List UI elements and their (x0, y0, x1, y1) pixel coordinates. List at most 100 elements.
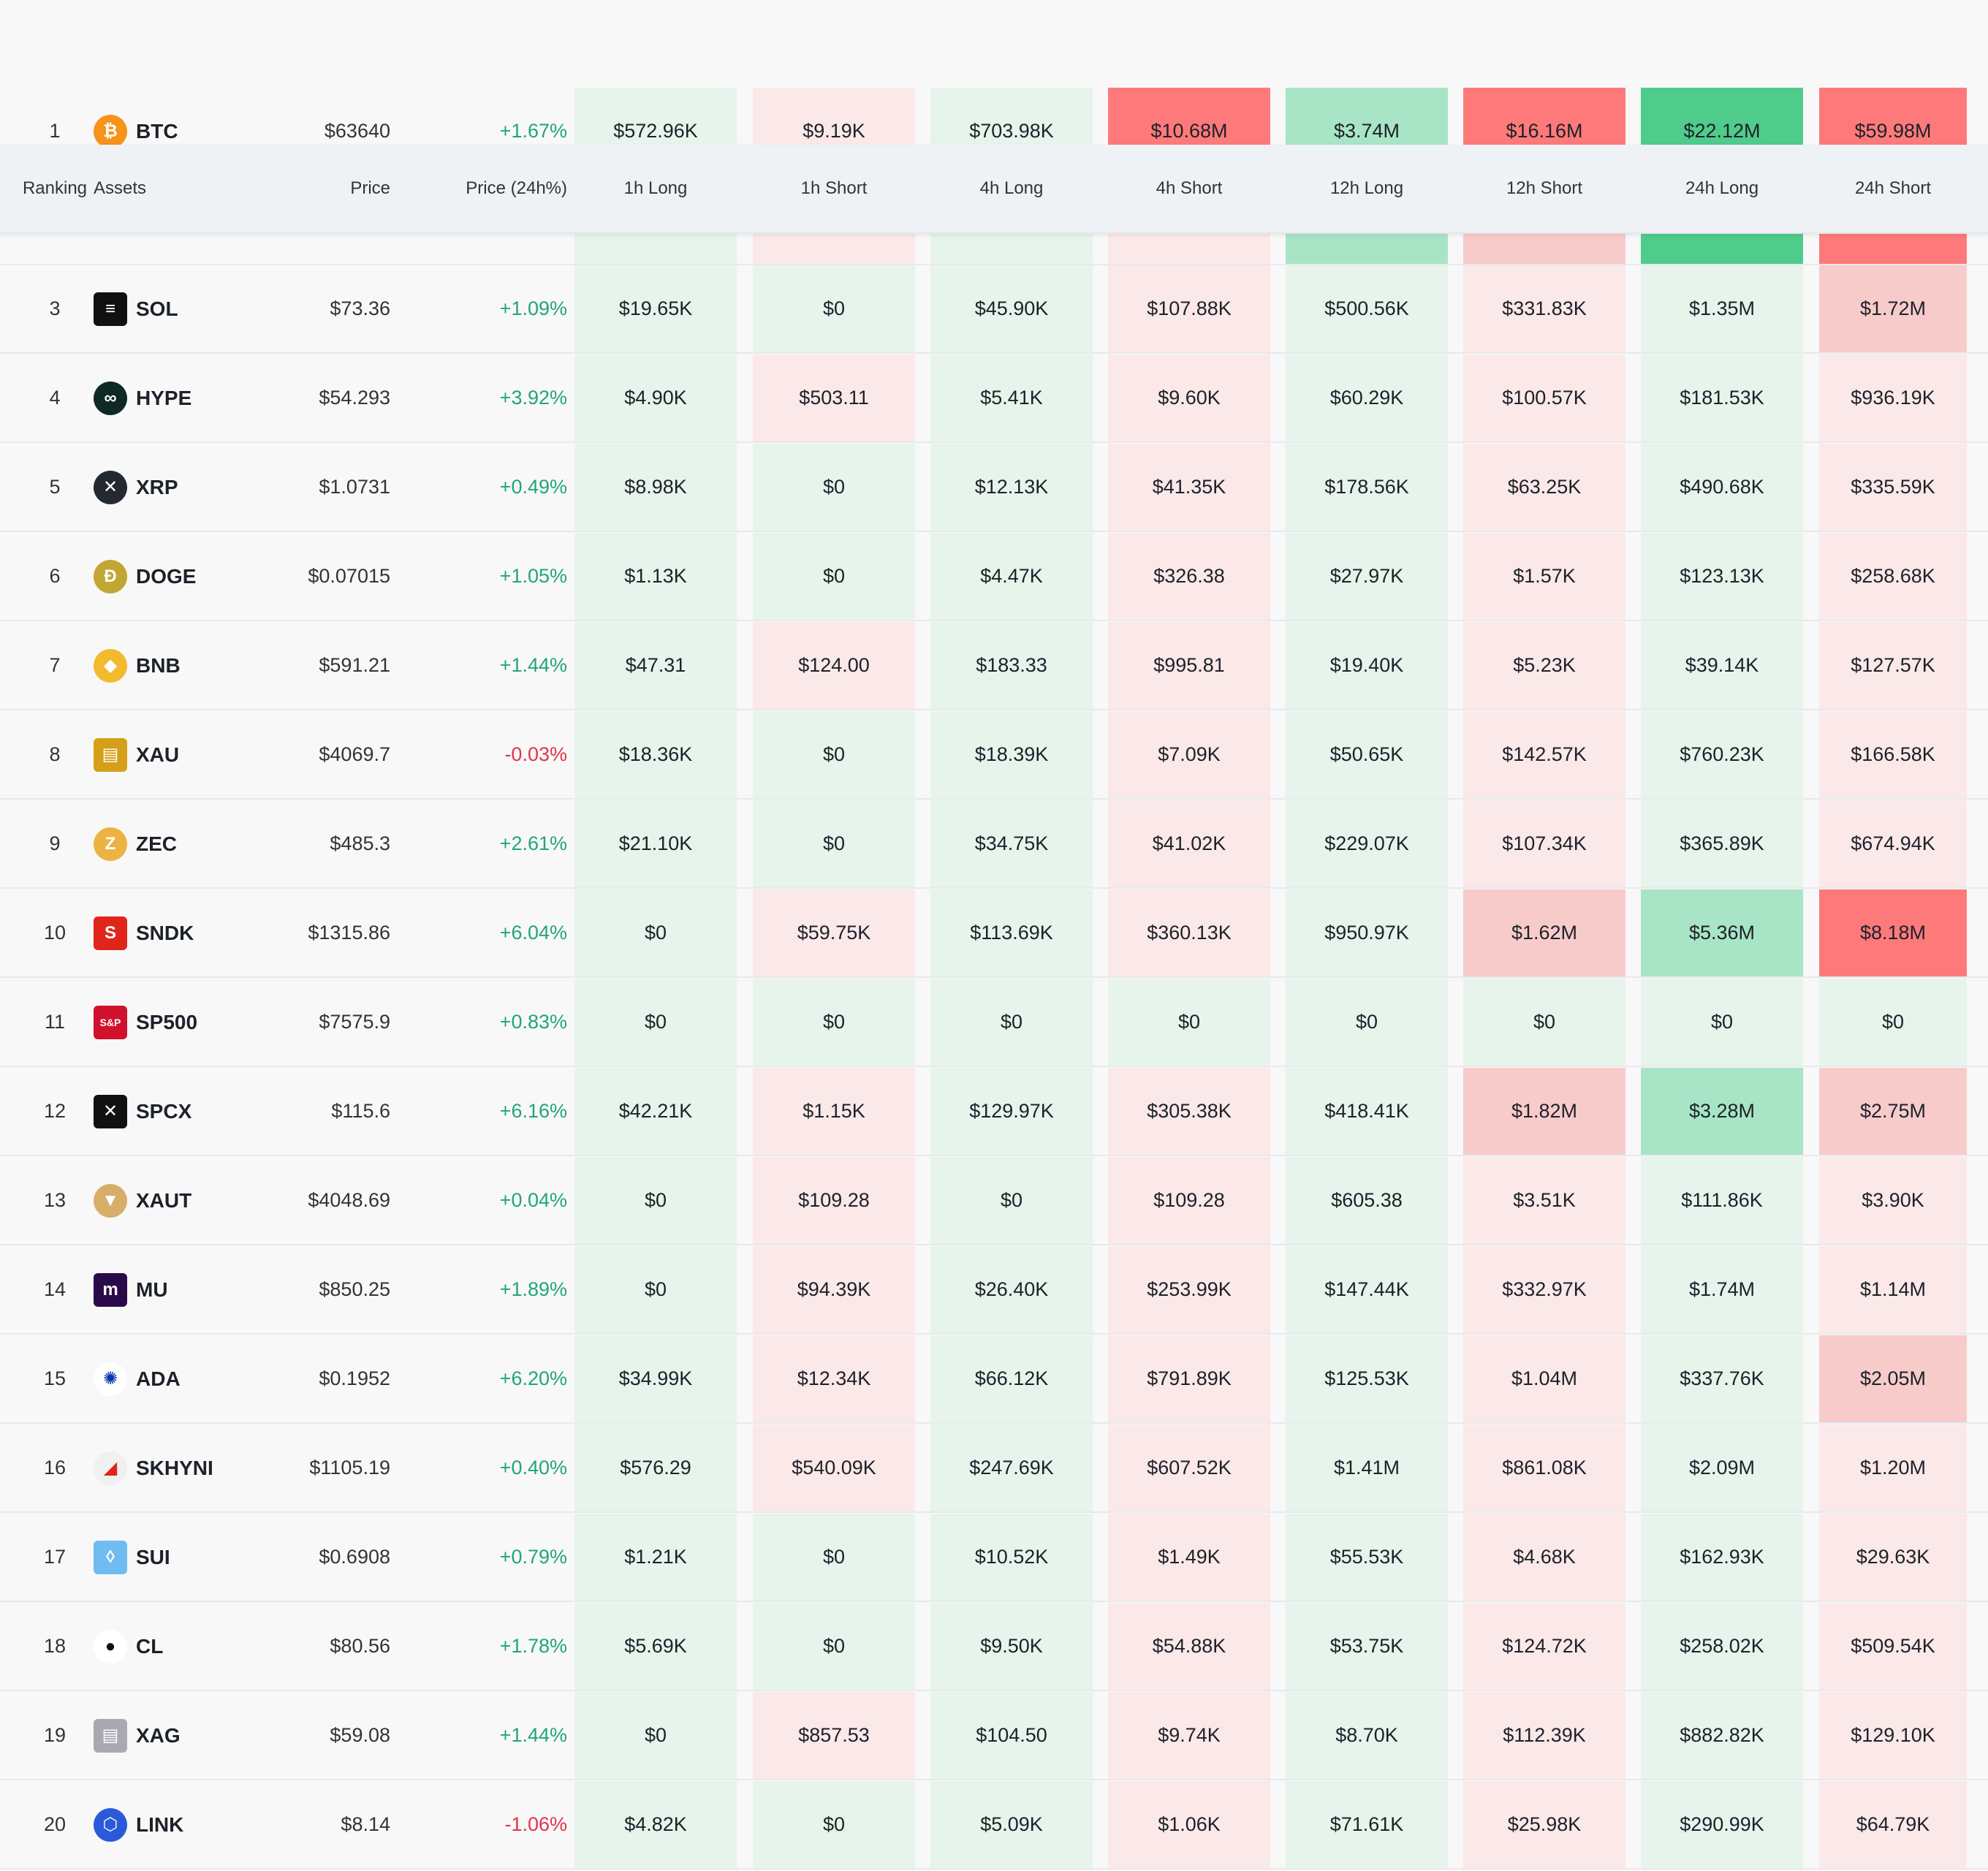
table-row[interactable]: 6 Ð DOGE $0.07015 +1.05% $1.13K $0 $4.47K $326.3… (0, 533, 1988, 621)
xaut-icon: ▼ (94, 1183, 127, 1218)
liq-cell-4h-long: $0 (930, 1157, 1093, 1244)
header-col-12h-short[interactable]: 12h Short (1506, 178, 1583, 198)
header-price[interactable]: Price (350, 178, 390, 198)
liq-cell-12h-long: $147.44K (1286, 1246, 1448, 1333)
liq-cell-4h-short: $1.49K (1108, 1514, 1270, 1601)
liq-cell-24h-long: $365.89K (1641, 800, 1803, 887)
liq-cell-1h-long: $1.13K (574, 533, 737, 620)
asset-cell[interactable]: Ð DOGE (94, 533, 298, 620)
asset-cell[interactable]: ▼ XAUT (94, 1157, 298, 1244)
xau-icon: ▤ (94, 737, 127, 772)
liq-cell-4h-long: $247.69K (930, 1424, 1093, 1511)
asset-cell[interactable]: ◆ BNB (94, 622, 298, 709)
asset-symbol: XAG (136, 1723, 181, 1747)
asset-cell[interactable]: Z ZEC (94, 800, 298, 887)
table-row[interactable]: 15 ✺ ADA $0.1952 +6.20% $34.99K $12.34K $66.12K… (0, 1335, 1988, 1424)
header-col-4h-long[interactable]: 4h Long (979, 178, 1044, 198)
header-col-4h-short[interactable]: 4h Short (1156, 178, 1223, 198)
table-row[interactable]: 3 ≡ SOL $73.36 +1.09% $19.65K $0 $45.90K $107.88… (0, 265, 1988, 354)
liq-cell-24h-short: $3.90K (1819, 1157, 1967, 1244)
spcx-icon: ✕ (94, 1094, 127, 1128)
price-value: $63640 (324, 120, 390, 142)
table-row[interactable]: 11 S&P SP500 $7575.9 +0.83% $0 $0 $0 $0 $0 $0 $0 $0 (0, 979, 1988, 1067)
liq-cell-24h-long: $2.09M (1641, 1424, 1803, 1511)
liq-cell-12h-long: $55.53K (1286, 1514, 1448, 1601)
asset-cell[interactable]: ✕ XRP (94, 444, 298, 531)
liq-cell-1h-short: $540.09K (753, 1424, 915, 1511)
table-row[interactable]: 7 ◆ BNB $591.21 +1.44% $47.31 $124.00 $183.33 $9… (0, 622, 1988, 710)
liq-cell-4h-long: $113.69K (930, 889, 1093, 976)
rank-number: 14 (43, 1278, 67, 1300)
liq-cell-4h-short: $305.38K (1108, 1068, 1270, 1155)
liq-cell-24h-long: $181.53K (1641, 354, 1803, 441)
asset-cell[interactable]: ▤ XAU (94, 711, 298, 798)
xag-icon: ▤ (94, 1718, 127, 1753)
asset-cell[interactable]: ◢ SKHYNI (94, 1424, 298, 1511)
asset-cell[interactable]: ✕ SPCX (94, 1068, 298, 1155)
table-row[interactable]: 8 ▤ XAU $4069.7 -0.03% $18.36K $0 $18.39K $7.09K… (0, 711, 1988, 800)
asset-cell[interactable]: m MU (94, 1246, 298, 1333)
hype-icon: ∞ (94, 381, 127, 415)
rank-number: 8 (49, 743, 61, 765)
asset-cell[interactable]: ● CL (94, 1603, 298, 1690)
asset-cell[interactable]: ▤ XAG (94, 1692, 298, 1779)
price-change: +6.16% (499, 1100, 567, 1122)
price-change: -1.06% (504, 1813, 567, 1835)
table-row[interactable]: 10 S SNDK $1315.86 +6.04% $0 $59.75K $113.69K $3… (0, 889, 1988, 978)
asset-symbol: SOL (136, 297, 178, 320)
liq-cell-4h-short: $0 (1108, 979, 1270, 1066)
table-row[interactable]: 20 ⬡ LINK $8.14 -1.06% $4.82K $0 $5.09K $1.06K $7… (0, 1781, 1988, 1870)
asset-cell[interactable]: ≡ SOL (94, 265, 298, 352)
liq-cell-4h-long: $45.90K (930, 265, 1093, 352)
asset-cell[interactable]: S SNDK (94, 889, 298, 976)
oil-drop-icon: ● (94, 1629, 127, 1663)
asset-cell[interactable]: ⬡ LINK (94, 1781, 298, 1868)
table-row[interactable]: 13 ▼ XAUT $4048.69 +0.04% $0 $109.28 $0 $109.28 $… (0, 1157, 1988, 1245)
asset-cell[interactable]: ◊ SUI (94, 1514, 298, 1601)
price-change: +1.67% (499, 120, 567, 142)
liq-cell-24h-short: $64.79K (1819, 1781, 1967, 1868)
asset-cell[interactable]: ₿ BTC (94, 88, 298, 175)
rank-number: 7 (49, 654, 61, 676)
liq-cell-1h-short: $0 (753, 1603, 915, 1690)
header-col-1h-short[interactable]: 1h Short (800, 178, 868, 198)
table-row[interactable]: 9 Z ZEC $485.3 +2.61% $21.10K $0 $34.75K $41.02K… (0, 800, 1988, 889)
asset-cell[interactable]: ✺ ADA (94, 1335, 298, 1422)
table-row[interactable]: 5 ✕ XRP $1.0731 +0.49% $8.98K $0 $12.13K $41.35K… (0, 444, 1988, 532)
header-col-1h-long[interactable]: 1h Long (623, 178, 688, 198)
table-row[interactable]: 17 ◊ SUI $0.6908 +0.79% $1.21K $0 $10.52K $1.49K… (0, 1514, 1988, 1602)
liq-cell-4h-short: $1.06K (1108, 1781, 1270, 1868)
sui-icon: ◊ (94, 1540, 127, 1574)
price-change: +1.44% (499, 654, 567, 676)
table-row[interactable]: 16 ◢ SKHYNI $1105.19 +0.40% $576.29 $540.09K $2… (0, 1424, 1988, 1513)
table-row[interactable]: 12 ✕ SPCX $115.6 +6.16% $42.21K $1.15K $129.97K… (0, 1068, 1988, 1156)
table-row[interactable]: 14 m MU $850.25 +1.89% $0 $94.39K $26.40K $253.9… (0, 1246, 1988, 1335)
asset-cell[interactable]: ∞ HYPE (94, 354, 298, 441)
header-col-12h-long[interactable]: 12h Long (1329, 178, 1404, 198)
price-change: +2.61% (499, 832, 567, 854)
header-change[interactable]: Price (24h%) (466, 178, 567, 198)
asset-cell[interactable]: S&P SP500 (94, 979, 298, 1066)
asset-symbol: XAUT (136, 1188, 192, 1212)
liq-cell-12h-long: $71.61K (1286, 1781, 1448, 1868)
liq-cell-1h-long: $5.69K (574, 1603, 737, 1690)
liq-cell-24h-long: $0 (1641, 979, 1803, 1066)
liq-cell-1h-short: $1.15K (753, 1068, 915, 1155)
liq-cell-1h-long: $47.31 (574, 622, 737, 709)
price-value: $4069.7 (319, 743, 390, 765)
rank-number: 3 (49, 297, 61, 319)
liq-cell-12h-long: $53.75K (1286, 1603, 1448, 1690)
table-row[interactable]: 18 ● CL $80.56 +1.78% $5.69K $0 $9.50K $54.88K $5… (0, 1603, 1988, 1691)
price-value: $59.08 (330, 1724, 390, 1746)
liq-cell-1h-long: $0 (574, 1692, 737, 1779)
table-row[interactable]: 19 ▤ XAG $59.08 +1.44% $0 $857.53 $104.50 $9.74K… (0, 1692, 1988, 1780)
table-row[interactable]: 4 ∞ HYPE $54.293 +3.92% $4.90K $503.11 $5.41K $9… (0, 354, 1988, 443)
header-col-24h-long[interactable]: 24h Long (1685, 178, 1759, 198)
header-col-24h-short[interactable]: 24h Short (1854, 178, 1932, 198)
liq-cell-4h-long: $10.52K (930, 1514, 1093, 1601)
asset-symbol: ZEC (136, 832, 177, 855)
header-assets[interactable]: Assets (94, 178, 147, 198)
header-ranking[interactable]: Ranking (22, 178, 88, 198)
liq-cell-12h-long: $19.40K (1286, 622, 1448, 709)
